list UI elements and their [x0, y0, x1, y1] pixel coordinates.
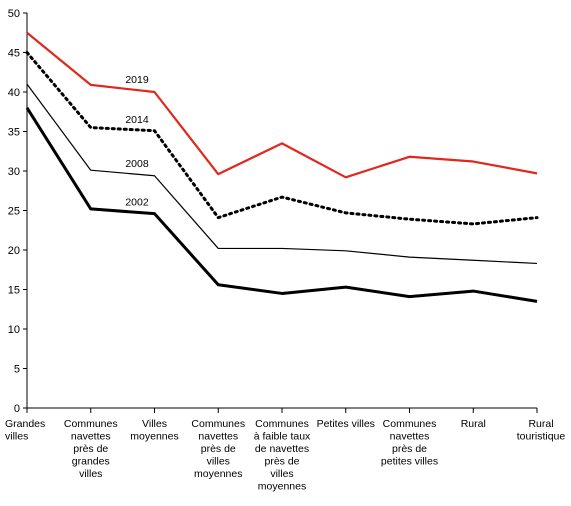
x-tick-label: Communes navettes près de petites villes [381, 418, 438, 468]
x-tick-label-line: à faible taux [254, 431, 311, 443]
x-tick-label-line: petites villes [381, 456, 438, 468]
y-tick-label: 40 [8, 87, 20, 99]
x-tick-label: Petites villes [317, 418, 375, 430]
x-tick-label-line: Communes [383, 418, 437, 430]
series-lines [25, 31, 539, 303]
y-tick-label: 50 [8, 8, 20, 20]
series-line-2008 [26, 83, 538, 265]
series-label-2019: 2019 [125, 74, 149, 86]
x-tick-label-line: grandes [72, 456, 110, 468]
y-axis: 0 5 10 15 20 25 30 35 40 45 50 [8, 8, 28, 415]
x-tick-label-line: moyennes [194, 468, 242, 480]
x-tick-label-line: près de [201, 443, 236, 455]
series-labels: 2019 2014 2008 2002 [125, 74, 149, 208]
x-tick-label-line: près de [264, 456, 299, 468]
x-tick-label: Communes navettes près de grandes villes [64, 418, 118, 480]
x-tick-label: Villes moyennes [130, 418, 178, 443]
series-label-2008: 2008 [125, 158, 149, 170]
series-line-2002 [25, 107, 538, 303]
x-tick-label-line: Communes [191, 418, 245, 430]
y-tick-label: 25 [8, 206, 20, 218]
x-tick-label: Communes à faible taux de navettes près de v… [254, 418, 311, 493]
x-tick-label-line: Grandes [5, 418, 45, 430]
x-tick-label: Communes navettes près de villes moyennes [191, 418, 245, 480]
x-tick-label-line: villes [79, 468, 102, 480]
x-tick-label-line: près de [73, 443, 108, 455]
x-tick-label-line: navettes [390, 431, 430, 443]
x-tick-label-line: navettes [198, 431, 238, 443]
x-tick-label-line: villes [270, 468, 293, 480]
x-tick-label-line: Petites villes [317, 418, 375, 430]
x-tick-label: Rural [461, 418, 486, 430]
y-tick-label: 30 [8, 166, 20, 178]
x-tick-label-line: de navettes [255, 443, 309, 455]
y-tick-label: 20 [8, 245, 20, 257]
x-tick-label-line: Communes [64, 418, 118, 430]
series-line-2019 [26, 31, 538, 179]
series-label-2002: 2002 [125, 196, 149, 208]
x-tick-label-line: moyennes [130, 431, 178, 443]
y-tick-label: 0 [14, 403, 20, 415]
x-tick-label-line: navettes [71, 431, 111, 443]
x-tick-label-line: Rural [528, 418, 553, 430]
x-tick-label-line: villes [5, 431, 28, 443]
x-tick-label-line: moyennes [258, 481, 306, 493]
x-tick-label-line: Villes [142, 418, 167, 430]
x-tick-label: Rural touristique [517, 418, 566, 443]
x-tick-label: Grandes villes [5, 418, 45, 443]
series-label-2014: 2014 [125, 114, 149, 126]
series-line-2014 [25, 51, 539, 226]
x-tick-label-line: Communes [255, 418, 309, 430]
x-tick-label-line: près de [392, 443, 427, 455]
y-tick-label: 15 [8, 285, 20, 297]
x-tick-label-line: Rural [461, 418, 486, 430]
y-tick-label: 45 [8, 48, 20, 60]
x-tick-label-line: touristique [517, 431, 566, 443]
x-tick-label-line: villes [207, 456, 230, 468]
y-tick-label: 10 [8, 324, 20, 336]
y-tick-label: 5 [14, 364, 20, 376]
y-tick-label: 35 [8, 127, 20, 139]
